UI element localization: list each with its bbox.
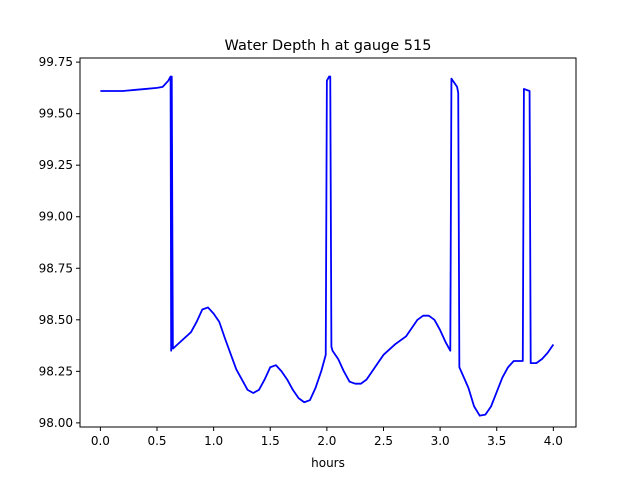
- y-tick-label: 99.00: [39, 210, 73, 224]
- y-tick-label: 99.25: [39, 158, 73, 172]
- x-tick-label: 1.0: [204, 434, 223, 448]
- chart-title: Water Depth h at gauge 515: [225, 38, 432, 54]
- x-tick-label: 1.5: [261, 434, 280, 448]
- y-tick-label: 98.25: [39, 364, 73, 378]
- y-tick-label: 99.75: [39, 55, 73, 69]
- y-tick-label: 99.50: [39, 107, 73, 121]
- series-layer: [100, 75, 555, 417]
- y-tick-label: 98.00: [39, 416, 73, 430]
- x-axis-ticks: 0.0 0.5 1.0 1.5 2.0 2.5 3.0 3.5 4.0: [91, 427, 563, 448]
- x-tick-label: 0.0: [91, 434, 110, 448]
- y-tick-label: 98.50: [39, 313, 73, 327]
- x-tick-label: 4.0: [544, 434, 563, 448]
- x-tick-label: 2.0: [317, 434, 336, 448]
- x-axis-label: hours: [311, 456, 345, 470]
- y-axis-ticks: 98.00 98.25 98.50 98.75 99.00 99.25 99.50 99.75: [39, 55, 80, 430]
- x-tick-label: 3.5: [487, 434, 506, 448]
- x-tick-label: 3.0: [431, 434, 450, 448]
- plot-area: [80, 58, 576, 427]
- x-tick-label: 2.5: [374, 434, 393, 448]
- plot-frame: [79, 57, 577, 428]
- y-tick-label: 98.75: [39, 261, 73, 275]
- water-depth-line: [100, 75, 555, 417]
- x-tick-label: 0.5: [147, 434, 166, 448]
